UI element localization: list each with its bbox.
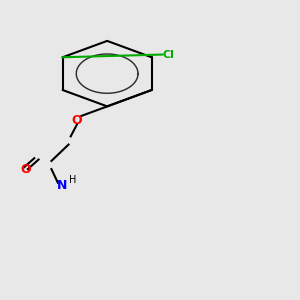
Text: N: N [57,179,67,192]
Text: O: O [72,113,83,127]
Text: H: H [69,175,76,185]
Text: Cl: Cl [163,50,175,59]
Text: O: O [20,163,31,176]
